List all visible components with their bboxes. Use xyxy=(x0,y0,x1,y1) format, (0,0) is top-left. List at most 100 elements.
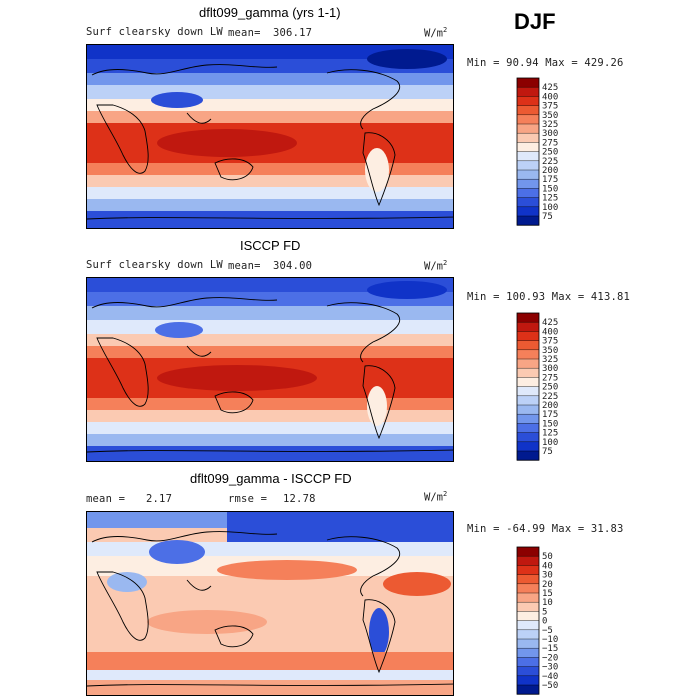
panel3-colorbar-swatch xyxy=(517,639,539,649)
panel2-map xyxy=(86,277,454,462)
panel3-colorbar-swatch xyxy=(517,629,539,640)
panel3-coast-namerica xyxy=(326,536,400,597)
panel1-coast-africa xyxy=(96,104,149,174)
panel2-band-s3 xyxy=(87,422,453,434)
panel2-greenland xyxy=(367,281,447,299)
panel3-colorbar-label: −50 xyxy=(542,681,558,691)
panel2-colorbar: 425 400 375 350 325 300 275 250 225 200 175 150 125 1… xyxy=(516,312,577,463)
panel3-colorbar-label: 50 xyxy=(542,552,553,562)
panel1-coast-antarctica xyxy=(87,216,453,220)
panel1-band-n2 xyxy=(87,59,453,77)
panel2-colorbar-label: 225 xyxy=(542,392,558,402)
panel3-colorbar-label: 20 xyxy=(542,580,553,590)
panel2-colorbar-label: 300 xyxy=(542,364,558,374)
panel3-band-southern xyxy=(87,652,453,670)
panel3-colorbar-swatch xyxy=(517,657,539,667)
panel1-colorbar-swatch xyxy=(517,197,539,208)
panel3-colorbar-label: 15 xyxy=(542,589,553,599)
panel3-colorbar-swatch xyxy=(517,593,539,603)
panel3-colorbar: 50 40 30 20 15 10 5 0 −5 −10 −15 −20 −30 −40 −50 xyxy=(516,546,577,697)
panel2-colorbar-swatch xyxy=(517,414,539,424)
panel1-colorbar-label: 100 xyxy=(542,203,558,213)
panel2-colorbar-swatch xyxy=(517,359,539,369)
panel2-band-n3 xyxy=(87,306,453,322)
panel1-coastlines xyxy=(87,64,453,220)
panel3-colorbar-swatch xyxy=(517,574,539,585)
panel2-colorbar-swatch xyxy=(517,313,539,323)
panel2-units-exp: 2 xyxy=(442,259,448,267)
panel1-coast-australia xyxy=(214,158,254,181)
season-label: DJF xyxy=(514,9,556,34)
panel2-colorbar-swatch xyxy=(517,432,539,443)
panel3-coast-india xyxy=(186,579,212,591)
panel1-band-n6 xyxy=(87,111,453,125)
panel2-colorbar-swatch xyxy=(517,377,539,387)
panel3-colorbar-swatch xyxy=(517,685,539,695)
panel1-colorbar-label: 425 xyxy=(542,83,558,93)
panel2-colorbar-label: 425 xyxy=(542,318,558,328)
panel3-colorbar-label: 40 xyxy=(542,561,553,571)
panel3-colorbar-swatch xyxy=(517,648,539,658)
panel1-colorbar-swatch xyxy=(517,133,539,143)
panel3-coast-eurasia xyxy=(91,531,278,543)
panel1-band-n1 xyxy=(87,45,453,63)
panel2-colorbar-label: 275 xyxy=(542,373,558,383)
panel2-band-n1 xyxy=(87,278,453,294)
panel2-field-label: Surf clearsky down LW xyxy=(86,259,223,271)
panel2-title: ISCCP FD xyxy=(240,238,301,253)
panel1-map xyxy=(86,44,454,229)
panel1-band-s3 xyxy=(87,187,453,199)
panel3-colorbar-swatch xyxy=(517,583,539,594)
panel3-colorbar-label: −5 xyxy=(542,626,553,636)
panel1-warmpool xyxy=(157,129,297,157)
panel1-colorbar-label: 75 xyxy=(542,212,553,222)
panel1-colorbar-label: 150 xyxy=(542,184,558,194)
panel2-map-svg xyxy=(87,278,453,461)
panel2-andes xyxy=(367,386,387,426)
panel3-colorbar-swatch xyxy=(517,611,539,621)
panel1-colorbar-swatch xyxy=(517,188,539,198)
panel1-greenland xyxy=(367,49,447,69)
panel3-range: Min = -64.99 Max = 31.83 xyxy=(467,523,624,535)
panel3-andes-cold xyxy=(369,608,389,656)
panel1-band-s1 xyxy=(87,163,453,175)
panel2-colorbar-swatch xyxy=(517,340,539,351)
panel2-coast-namerica xyxy=(326,302,400,363)
panel3-colorbar-label: −30 xyxy=(542,663,558,673)
panel1-band-n5 xyxy=(87,99,453,111)
panel3-colorbar-label: −20 xyxy=(542,653,558,663)
panel1-map-svg xyxy=(87,45,453,228)
panel1-band-s5 xyxy=(87,211,453,228)
panel3-coast-antarctica xyxy=(87,683,453,687)
panel1-colorbar-label: 375 xyxy=(542,102,558,112)
panel2-band-n6 xyxy=(87,346,453,358)
panel1-units: W/m2 xyxy=(424,26,447,40)
panel2-units-text: W/m xyxy=(424,260,443,273)
panel1-mean-label: mean= xyxy=(228,27,261,39)
panel2-coast-india xyxy=(186,345,212,357)
panel1-colorbar-label: 275 xyxy=(542,138,558,148)
panel1-colorbar-swatch xyxy=(517,179,539,189)
panel3-colorbar-swatch xyxy=(517,602,539,612)
panel3-band-antarctic xyxy=(87,680,453,695)
panel3-mean-label: mean = xyxy=(86,493,126,505)
panel2-colorbar-swatch xyxy=(517,423,539,433)
panel3-trop-warm xyxy=(147,610,267,634)
panel1-coast-samerica xyxy=(362,132,396,207)
panel2-colorbar-swatch xyxy=(517,349,539,360)
panel3-colorbar-label: 5 xyxy=(542,607,547,617)
panel2-coast-antarctica xyxy=(87,449,453,453)
panel3-colorbar-label: 10 xyxy=(542,598,553,608)
panel1-colorbar-swatch xyxy=(517,216,539,226)
panel1-coast-eurasia xyxy=(91,64,278,76)
panel3-colorbar-label: −15 xyxy=(542,644,558,654)
panel1-colorbar-swatch xyxy=(517,96,539,106)
panel1-coast-india xyxy=(186,112,212,124)
panel2-mean-value: 304.00 xyxy=(273,260,313,272)
panel2-coast-samerica xyxy=(362,365,396,440)
panel1-colorbar-swatch xyxy=(517,105,539,116)
panel3-africa-cold xyxy=(107,572,147,592)
panel3-colorbar-swatch xyxy=(517,675,539,686)
panel3-map-svg xyxy=(87,512,453,695)
panel3-colorbar-swatch xyxy=(517,666,539,677)
